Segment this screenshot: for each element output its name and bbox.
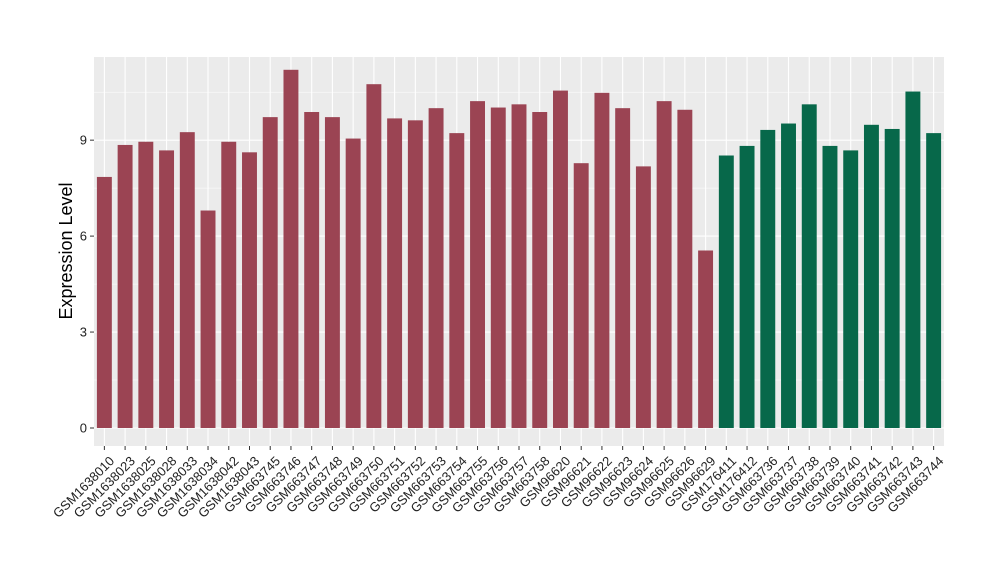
bar-GSM663742: [884, 128, 900, 428]
bar-GSM663756: [490, 107, 506, 428]
bar-GSM663753: [428, 108, 444, 428]
bar-GSM663754: [449, 133, 465, 429]
bar-GSM1638033: [179, 132, 195, 428]
bar-GSM96620: [553, 90, 568, 428]
bar-GSM96623: [615, 108, 631, 428]
y-tick-label: 9: [80, 133, 87, 148]
y-axis: 0 3 6 9: [80, 133, 94, 436]
bar-GSM663752: [407, 120, 423, 428]
bar-GSM1638023: [117, 144, 133, 429]
bar-GSM96629: [698, 250, 714, 428]
y-tick-label: 6: [80, 229, 87, 244]
bar-GSM1638025: [138, 141, 154, 428]
bar-GSM96626: [677, 109, 693, 429]
bar-GSM663748: [324, 117, 340, 428]
bar-GSM1638028: [159, 150, 175, 428]
bar-GSM663747: [304, 112, 320, 428]
bar-GSM663751: [387, 118, 403, 429]
bar-GSM663749: [345, 138, 361, 428]
bar-GSM663736: [760, 129, 776, 428]
bar-GSM663750: [366, 84, 382, 428]
bar-GSM96625: [656, 101, 672, 429]
bars: [96, 69, 942, 429]
bar-GSM663739: [822, 145, 838, 429]
y-axis-title: Expression Level: [56, 182, 76, 319]
bar-GSM663746: [283, 69, 299, 429]
bar-GSM663758: [532, 112, 548, 428]
bar-GSM1638043: [242, 152, 257, 428]
bar-GSM96624: [635, 166, 651, 428]
bar-GSM663744: [926, 133, 942, 429]
bar-GSM96622: [594, 92, 610, 429]
bar-GSM96621: [573, 163, 589, 429]
bar-GSM663745: [262, 117, 278, 428]
y-tick-label: 0: [80, 421, 87, 436]
bar-GSM1638010: [96, 176, 112, 428]
y-tick-label: 3: [80, 325, 87, 340]
bar-GSM176412: [739, 145, 755, 429]
bar-GSM663757: [511, 104, 527, 429]
bar-GSM663738: [801, 104, 817, 429]
bar-GSM663755: [470, 101, 485, 429]
bar-GSM663740: [843, 150, 859, 428]
bar-GSM1638034: [200, 210, 216, 428]
x-axis: GSM1638010GSM1638023GSM1638025GSM1638028…: [50, 446, 947, 521]
bar-GSM1638042: [221, 141, 237, 428]
bar-GSM663741: [863, 124, 879, 428]
bar-GSM663737: [781, 123, 796, 428]
bar-GSM176411: [718, 155, 734, 428]
bar-GSM663743: [905, 91, 921, 428]
